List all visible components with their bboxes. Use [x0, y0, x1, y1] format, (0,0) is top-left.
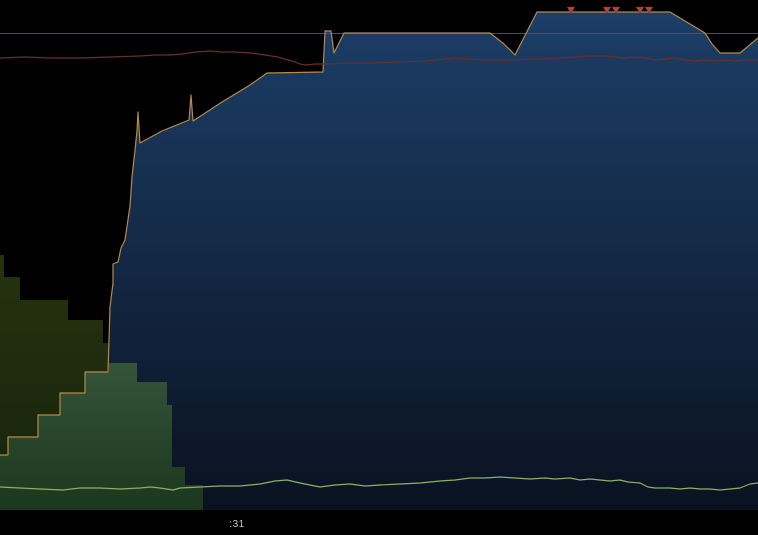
marker-triangle-icon	[566, 6, 576, 14]
marker-triangle-icon	[635, 6, 645, 14]
green-line-series	[0, 476, 758, 491]
orange-line-series	[0, 11, 758, 456]
green-area-series	[0, 363, 203, 510]
marker-triangle-icon	[644, 6, 654, 14]
x-tick-label: :31	[229, 519, 245, 530]
marker-triangle-icon	[602, 6, 612, 14]
blue-area-series	[108, 12, 758, 510]
red-line-series	[0, 50, 758, 66]
x-axis-band	[0, 511, 758, 535]
marker-triangle-icon	[611, 6, 621, 14]
olive-area-series	[0, 255, 109, 455]
